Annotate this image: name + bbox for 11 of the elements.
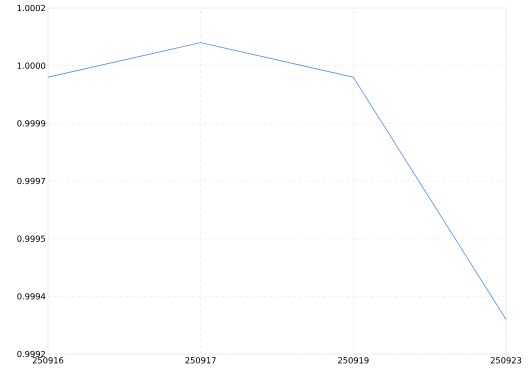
y-tick-label: 0.9995 bbox=[17, 236, 46, 242]
y-tick-label: 0.9992 bbox=[17, 350, 45, 358]
x-tick-label: 250923 bbox=[490, 357, 522, 364]
x-tick-label: 250916 bbox=[32, 357, 64, 364]
y-tick-label: 0.9997 bbox=[17, 178, 46, 184]
y-tick-label: 0.9994 bbox=[17, 293, 46, 300]
y-tick-label: 1.0000 bbox=[18, 62, 46, 69]
x-tick-label: 250917 bbox=[185, 357, 216, 364]
y-tick-label: 0.9999 bbox=[17, 120, 46, 126]
y-tick-label: 1.0002 bbox=[18, 4, 45, 12]
x-tick-label: 250919 bbox=[338, 357, 369, 364]
